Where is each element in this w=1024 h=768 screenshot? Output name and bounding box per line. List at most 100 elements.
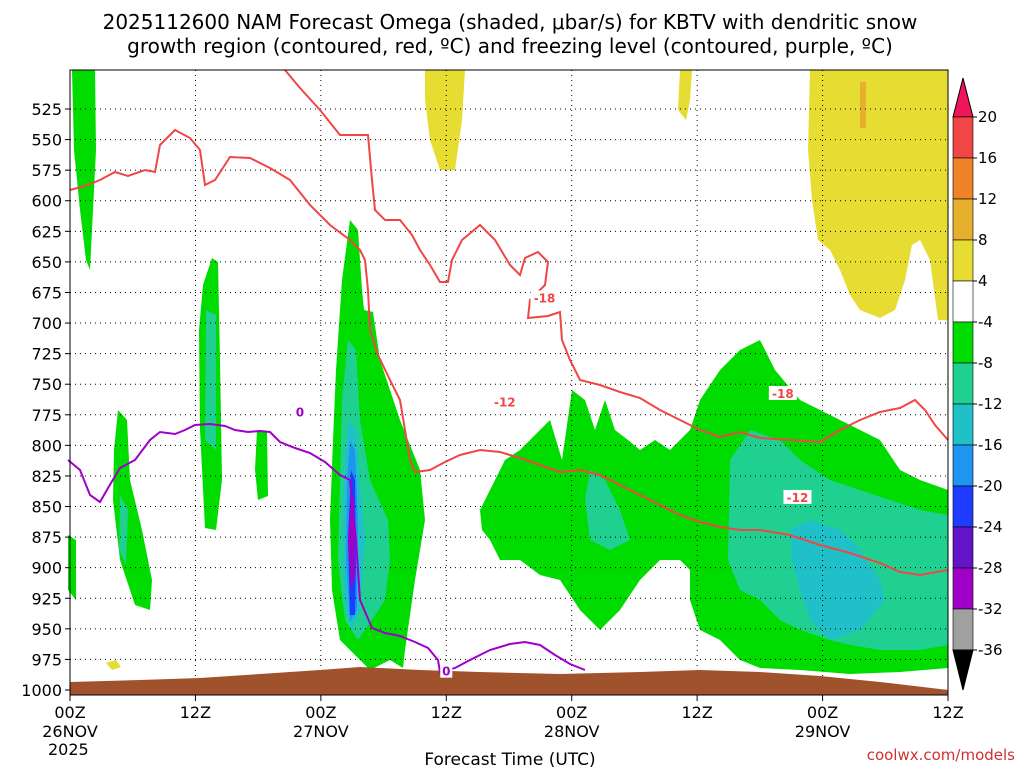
y-tick-label: 875 — [31, 528, 62, 547]
colorbar-label: 16 — [978, 149, 997, 167]
omega-region — [205, 310, 216, 450]
contour-labels: -18 -12 -18 -12 0 0 — [293, 290, 812, 679]
colorbar-label: 4 — [978, 272, 988, 290]
colorbar-swatch — [952, 362, 974, 405]
y-tick-label: 725 — [31, 345, 62, 364]
colorbar-swatch — [952, 321, 974, 364]
contour-label-bg — [768, 385, 797, 400]
colorbar-label: 12 — [978, 190, 997, 208]
y-tick-label: 825 — [31, 467, 62, 486]
y-tick-label: 600 — [31, 192, 62, 211]
plot-area — [67, 69, 949, 696]
y-tick-label: 1000 — [21, 681, 62, 700]
colorbar-swatch — [952, 116, 974, 159]
contour-label: -18 — [534, 292, 556, 306]
omega-region — [70, 70, 96, 270]
colorbar-swatch — [952, 526, 974, 569]
y-tick-label: 525 — [31, 100, 62, 119]
y-tick-label: 550 — [31, 131, 62, 150]
colorbar-cap-top — [952, 77, 974, 118]
y-tick-label: 700 — [31, 314, 62, 333]
y-tick-label: 950 — [31, 620, 62, 639]
omega-region — [119, 495, 128, 565]
omega-region — [425, 70, 465, 170]
contour-label-bg — [530, 290, 559, 305]
x-tick-year-label: 2025 — [48, 740, 89, 759]
x-tick-date-label: 29NOV — [795, 722, 851, 741]
omega-region — [808, 70, 948, 320]
x-tick-date-label: 26NOV — [42, 722, 98, 741]
y-tick-label: 800 — [31, 436, 62, 455]
colorbar-label: -36 — [978, 641, 1003, 659]
contour-label: -12 — [787, 491, 809, 505]
colorbar-label: -4 — [978, 313, 993, 331]
colorbar-swatch — [952, 239, 974, 282]
y-tick-label: 850 — [31, 498, 62, 517]
contour-label: 0 — [442, 665, 450, 679]
y-tick-label: 750 — [31, 375, 62, 394]
credit-text: coolwx.com/models — [867, 746, 1015, 764]
colorbar-swatch — [952, 403, 974, 446]
x-tick-label: 00Z — [54, 703, 85, 722]
y-tick-label: 775 — [31, 406, 62, 425]
colorbar-label: -28 — [978, 559, 1003, 577]
colorbar-swatch — [952, 157, 974, 200]
y-tick-label: 575 — [31, 161, 62, 180]
omega-region — [860, 82, 866, 128]
freezing-level-contour — [67, 422, 586, 674]
x-tick-label: 12Z — [431, 703, 462, 722]
x-axis-title: Forecast Time (UTC) — [424, 750, 595, 768]
colorbar-label: -12 — [978, 395, 1003, 413]
colorbar-label: 20 — [978, 108, 997, 126]
x-tick-label: 12Z — [681, 703, 712, 722]
y-tick-label: 925 — [31, 589, 62, 608]
colorbar-swatch — [952, 608, 974, 651]
omega-region — [106, 660, 121, 670]
omega-region — [678, 70, 692, 120]
x-tick-label: 00Z — [807, 703, 838, 722]
colorbar-swatch — [952, 567, 974, 610]
chart-title-line-2: growth region (contoured, red, ºC) and f… — [127, 34, 893, 58]
terrain-fill — [70, 667, 948, 695]
contour-label: 0 — [296, 405, 304, 419]
contour-label: -18 — [772, 387, 794, 401]
colorbar-label: -32 — [978, 600, 1003, 618]
colorbar-label: 8 — [978, 231, 988, 249]
colorbar-swatch — [952, 198, 974, 241]
y-tick-label: 650 — [31, 253, 62, 272]
omega-region — [585, 470, 630, 550]
x-tick-label: 12Z — [932, 703, 963, 722]
omega-region — [255, 430, 268, 500]
contour-label-bg — [783, 489, 812, 504]
colorbar-swatch — [952, 444, 974, 487]
chart-title-line-1: 2025112600 NAM Forecast Omega (shaded, μ… — [103, 10, 918, 34]
contour-label: -12 — [494, 396, 516, 410]
x-tick-label: 00Z — [305, 703, 336, 722]
omega-shading — [68, 70, 948, 674]
colorbar-label: -16 — [978, 436, 1003, 454]
dgz-contour-minus18 — [69, 128, 949, 577]
y-tick-label: 625 — [31, 222, 62, 241]
colorbar-swatch — [952, 280, 974, 323]
x-tick-label: 12Z — [180, 703, 211, 722]
contour-label-bg — [490, 394, 519, 409]
y-tick-label: 900 — [31, 559, 62, 578]
y-tick-label: 675 — [31, 283, 62, 302]
y-axis-ticks: 525 550 575 600 625 650 675 700 725 750 775 800 825 8… — [21, 100, 70, 700]
x-tick-date-label: 28NOV — [544, 722, 600, 741]
colorbar-label: -20 — [978, 477, 1003, 495]
contour-label-bg — [293, 404, 306, 419]
colorbar-label: -8 — [978, 354, 993, 372]
dgz-contours — [69, 69, 949, 577]
plot-border — [69, 69, 949, 696]
x-tick-date-label: 27NOV — [293, 722, 349, 741]
colorbar-swatch — [952, 485, 974, 528]
omega-region — [113, 410, 152, 610]
omega-region — [790, 520, 885, 640]
contour-label-bg — [440, 663, 453, 678]
colorbar-label: -24 — [978, 518, 1003, 536]
colorbar-cap-bottom — [952, 649, 974, 691]
x-tick-label: 00Z — [556, 703, 587, 722]
